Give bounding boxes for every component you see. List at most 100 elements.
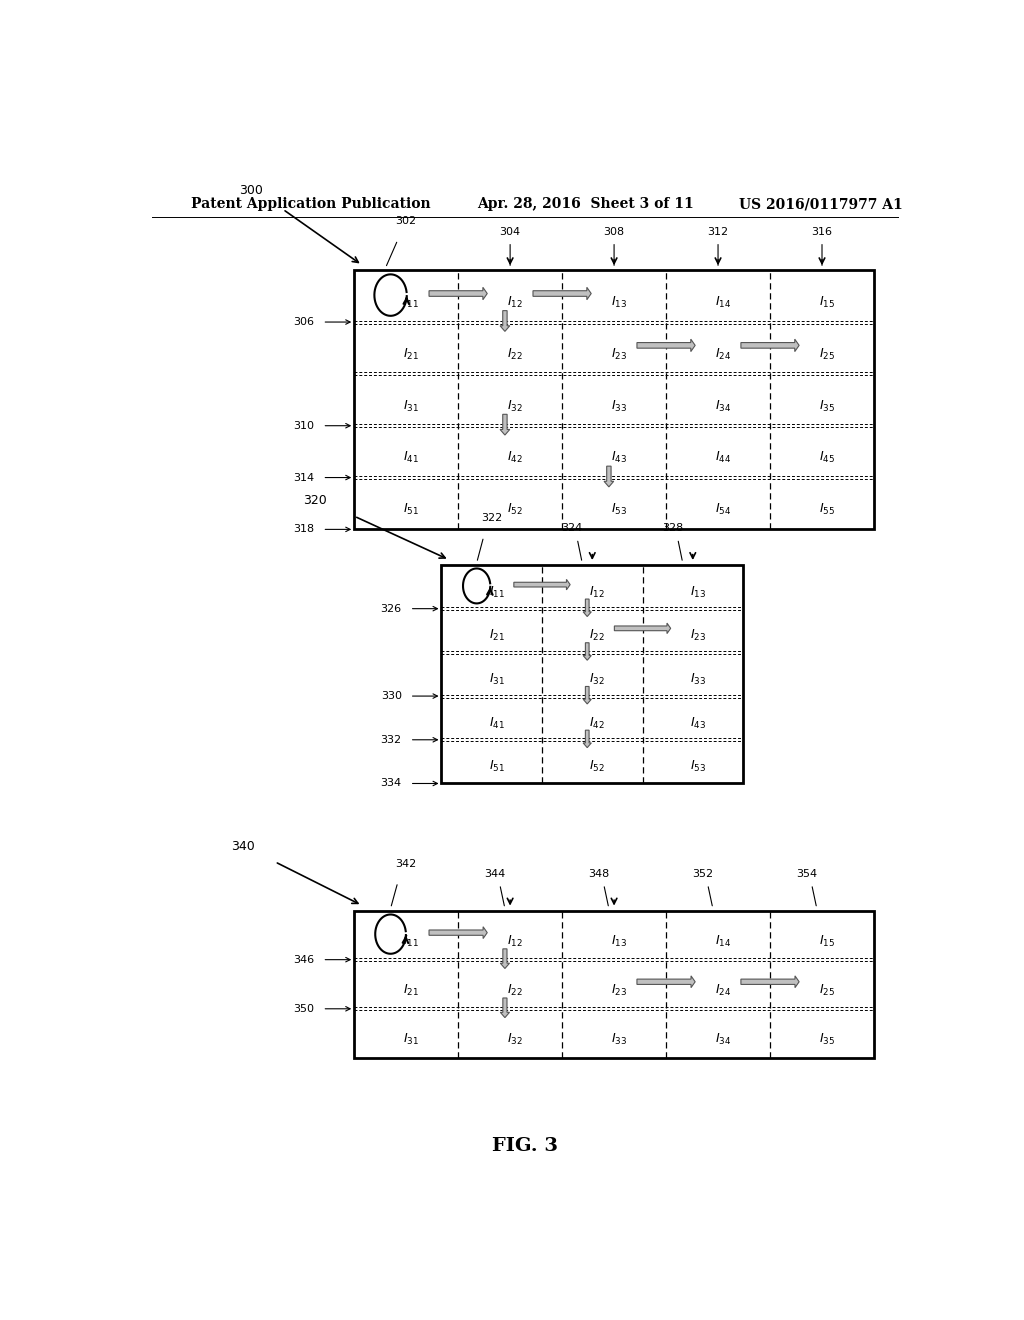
Text: $I_{32}$: $I_{32}$: [507, 1032, 523, 1047]
Text: $I_{21}$: $I_{21}$: [403, 347, 420, 362]
Text: $I_{33}$: $I_{33}$: [611, 399, 628, 413]
Text: 306: 306: [294, 317, 314, 327]
Text: 344: 344: [484, 869, 505, 879]
Text: $I_{14}$: $I_{14}$: [715, 933, 731, 949]
Text: $I_{24}$: $I_{24}$: [715, 347, 731, 362]
Text: $I_{11}$: $I_{11}$: [403, 933, 420, 949]
Text: 342: 342: [395, 859, 417, 869]
Text: $I_{55}$: $I_{55}$: [819, 502, 836, 517]
Text: $I_{15}$: $I_{15}$: [819, 294, 836, 310]
Text: $I_{15}$: $I_{15}$: [819, 933, 836, 949]
Text: $I_{42}$: $I_{42}$: [507, 450, 523, 466]
Text: $I_{51}$: $I_{51}$: [488, 759, 505, 775]
Polygon shape: [583, 643, 591, 660]
Text: 316: 316: [811, 227, 833, 236]
Text: $I_{21}$: $I_{21}$: [488, 628, 505, 643]
Text: $I_{22}$: $I_{22}$: [507, 982, 523, 998]
Text: $I_{33}$: $I_{33}$: [611, 1032, 628, 1047]
Text: $I_{13}$: $I_{13}$: [611, 294, 628, 310]
Bar: [354, 911, 873, 1057]
Text: $I_{32}$: $I_{32}$: [507, 399, 523, 413]
Text: $I_{24}$: $I_{24}$: [715, 982, 731, 998]
Polygon shape: [500, 310, 510, 331]
Polygon shape: [583, 599, 591, 616]
Text: 334: 334: [381, 779, 401, 788]
Text: $I_{31}$: $I_{31}$: [403, 399, 420, 413]
Text: $I_{35}$: $I_{35}$: [819, 399, 836, 413]
Text: 320: 320: [303, 494, 327, 507]
Text: $I_{11}$: $I_{11}$: [488, 585, 505, 599]
Text: $I_{11}$: $I_{11}$: [403, 294, 420, 310]
Polygon shape: [583, 730, 591, 747]
Text: $I_{12}$: $I_{12}$: [590, 585, 605, 599]
Text: $I_{32}$: $I_{32}$: [590, 672, 605, 686]
Polygon shape: [501, 949, 510, 969]
Text: $I_{22}$: $I_{22}$: [590, 628, 605, 643]
Text: $I_{53}$: $I_{53}$: [611, 502, 628, 517]
Text: 322: 322: [481, 513, 503, 523]
Text: 324: 324: [561, 524, 583, 533]
Text: $I_{34}$: $I_{34}$: [715, 1032, 731, 1047]
Text: FIG. 3: FIG. 3: [492, 1138, 558, 1155]
Text: $I_{43}$: $I_{43}$: [611, 450, 628, 466]
Text: 346: 346: [293, 954, 314, 965]
Text: Apr. 28, 2016  Sheet 3 of 11: Apr. 28, 2016 Sheet 3 of 11: [477, 197, 694, 211]
Bar: [354, 271, 873, 529]
Text: $I_{25}$: $I_{25}$: [819, 982, 836, 998]
Polygon shape: [429, 927, 487, 939]
Text: $I_{13}$: $I_{13}$: [690, 585, 706, 599]
Text: $I_{53}$: $I_{53}$: [690, 759, 706, 775]
Text: $I_{23}$: $I_{23}$: [690, 628, 706, 643]
Text: 350: 350: [294, 1003, 314, 1014]
Polygon shape: [604, 466, 613, 487]
Polygon shape: [741, 339, 799, 351]
Text: $I_{21}$: $I_{21}$: [403, 982, 420, 998]
Text: $I_{41}$: $I_{41}$: [403, 450, 420, 466]
Text: $I_{41}$: $I_{41}$: [488, 715, 505, 731]
Text: $I_{22}$: $I_{22}$: [507, 347, 523, 362]
Text: 314: 314: [293, 473, 314, 483]
Text: $I_{31}$: $I_{31}$: [488, 672, 505, 686]
Text: 332: 332: [381, 735, 401, 744]
Bar: [441, 565, 743, 784]
Text: Patent Application Publication: Patent Application Publication: [191, 197, 431, 211]
Text: $I_{44}$: $I_{44}$: [715, 450, 731, 466]
Polygon shape: [514, 579, 570, 590]
Text: $I_{25}$: $I_{25}$: [819, 347, 836, 362]
Text: 352: 352: [692, 869, 713, 879]
Text: 354: 354: [796, 869, 817, 879]
Polygon shape: [637, 339, 695, 351]
Polygon shape: [583, 686, 591, 704]
Text: $I_{54}$: $I_{54}$: [715, 502, 731, 517]
Text: 326: 326: [381, 603, 401, 614]
Text: $I_{52}$: $I_{52}$: [507, 502, 523, 517]
Text: $I_{34}$: $I_{34}$: [715, 399, 731, 413]
Polygon shape: [614, 623, 671, 634]
Text: $I_{33}$: $I_{33}$: [690, 672, 706, 686]
Text: $I_{43}$: $I_{43}$: [690, 715, 706, 731]
Text: 348: 348: [588, 869, 609, 879]
Text: 308: 308: [603, 227, 625, 236]
Polygon shape: [501, 998, 510, 1018]
Text: 328: 328: [663, 524, 683, 533]
Text: $I_{14}$: $I_{14}$: [715, 294, 731, 310]
Polygon shape: [429, 288, 487, 300]
Text: 330: 330: [381, 692, 401, 701]
Text: $I_{35}$: $I_{35}$: [819, 1032, 836, 1047]
Text: $I_{31}$: $I_{31}$: [403, 1032, 420, 1047]
Text: $I_{45}$: $I_{45}$: [819, 450, 836, 466]
Text: US 2016/0117977 A1: US 2016/0117977 A1: [739, 197, 903, 211]
Text: $I_{42}$: $I_{42}$: [590, 715, 605, 731]
Text: $I_{23}$: $I_{23}$: [611, 982, 628, 998]
Text: $I_{12}$: $I_{12}$: [507, 933, 523, 949]
Text: 300: 300: [239, 183, 263, 197]
Text: $I_{13}$: $I_{13}$: [611, 933, 628, 949]
Polygon shape: [741, 975, 799, 987]
Text: 318: 318: [293, 524, 314, 535]
Text: $I_{12}$: $I_{12}$: [507, 294, 523, 310]
Text: 302: 302: [395, 216, 417, 227]
Text: $I_{23}$: $I_{23}$: [611, 347, 628, 362]
Text: $I_{52}$: $I_{52}$: [590, 759, 605, 775]
Text: 310: 310: [294, 421, 314, 430]
Polygon shape: [532, 288, 591, 300]
